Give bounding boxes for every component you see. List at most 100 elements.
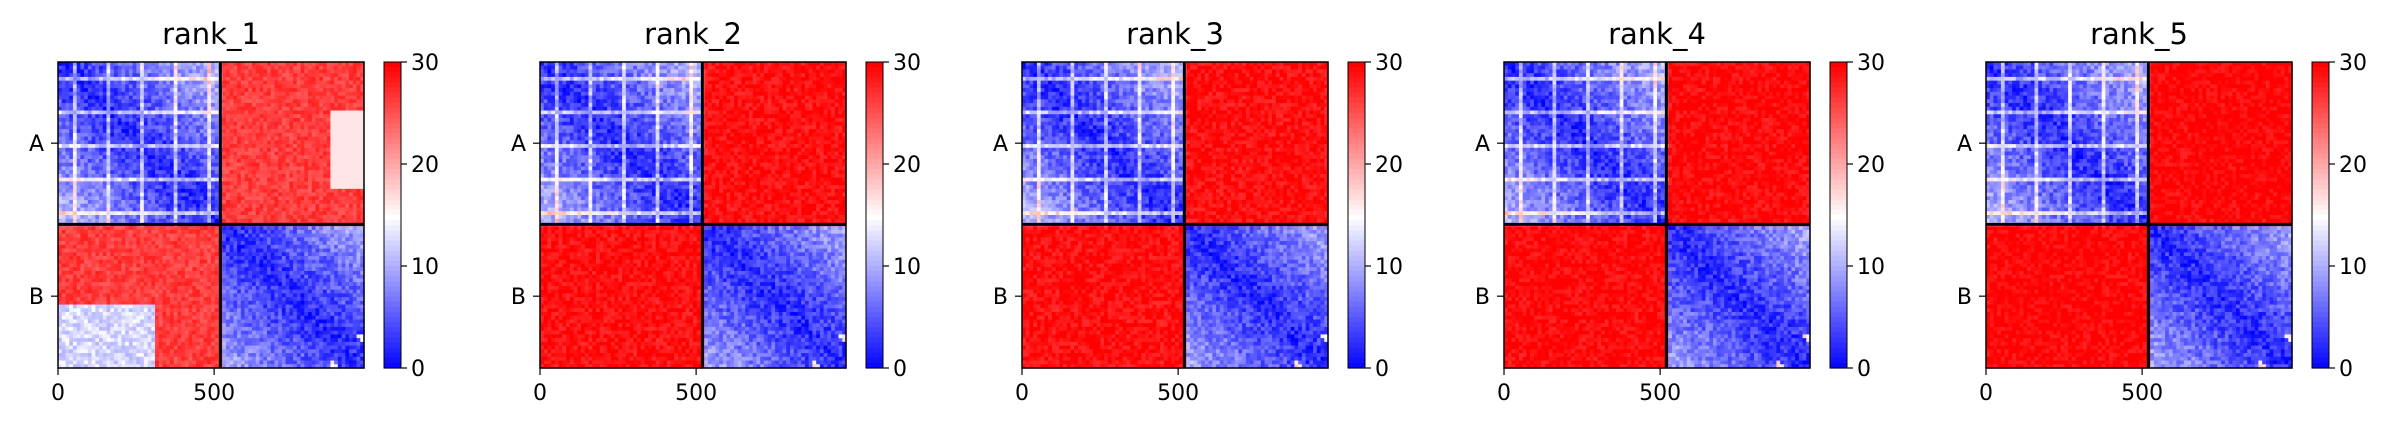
heatmap-cell [222,200,227,205]
heatmap-cell [110,155,115,160]
heatmap-cell [91,114,96,119]
heatmap-cell [345,136,350,141]
heatmap-cell [278,106,283,112]
heatmap-cell [184,110,190,115]
heatmap-cell [252,170,257,175]
heatmap-cell [65,166,70,171]
heatmap-cell [95,252,100,257]
heatmap-cell [166,65,171,71]
heatmap-cell [72,188,78,194]
heatmap-cell [188,65,193,71]
heatmap-cell [113,256,119,261]
heatmap-cell [166,267,171,272]
heatmap-cell [345,162,350,168]
heatmap-cell [289,114,294,119]
heatmap-cell [188,140,193,145]
heatmap-cell [304,237,309,242]
heatmap-cell [222,285,227,291]
heatmap-cell [162,278,167,283]
heatmap-cell [177,114,182,119]
heatmap-cell [285,129,290,134]
heatmap-cell [91,203,96,209]
heatmap-cell [352,84,358,89]
heatmap-cell [72,95,78,100]
heatmap-cell [304,73,309,78]
heatmap-cell [102,170,108,175]
heatmap-cell [181,226,186,231]
heatmap-cell [315,132,320,138]
heatmap-cell [345,188,350,194]
heatmap-cell [308,84,313,89]
heatmap-cell [289,144,294,149]
heatmap-cell [69,188,74,194]
heatmap-cell [102,117,108,123]
heatmap-cell [289,166,294,171]
heatmap-cell [95,248,100,253]
heatmap-cell [91,196,96,201]
heatmap-cell [166,110,171,115]
heatmap-cell [69,267,74,272]
heatmap-cell [278,241,283,246]
heatmap-cell [285,147,290,153]
heatmap-cell [72,136,78,141]
heatmap-cell [315,270,320,276]
heatmap-cell [117,173,123,179]
heatmap-cell [117,218,123,224]
heatmap-cell [337,103,343,108]
heatmap-cell [289,185,294,190]
heatmap-cell [356,278,361,283]
heatmap-cell [132,95,137,100]
heatmap-cell [125,229,130,235]
heatmap-cell [308,252,313,257]
heatmap-cell [356,259,361,265]
heatmap-cell [289,129,294,134]
heatmap-cell [173,151,179,156]
heatmap-cell [341,62,346,67]
heatmap-cell [136,162,141,168]
heatmap-cell [334,188,339,194]
heatmap-cell [337,121,343,127]
heatmap-cell [349,117,354,123]
heatmap-cell [300,226,305,231]
heatmap-cell [61,173,67,179]
heatmap-cell [151,170,156,175]
heatmap-cell [199,170,205,175]
heatmap-cell [184,256,190,261]
heatmap-cell [166,248,171,253]
heatmap-cell [181,185,186,190]
heatmap-cell [244,76,249,82]
heatmap-cell [169,237,175,242]
heatmap-cell [110,285,115,291]
heatmap-cell [304,211,309,216]
heatmap-cell [326,203,332,209]
heatmap-cell [211,203,216,209]
heatmap-cell [349,259,354,265]
heatmap-cell [293,270,298,276]
heatmap-cell [143,229,149,235]
heatmap-cell [192,166,197,171]
heatmap-cell [248,117,253,123]
heatmap-cell [263,173,268,179]
heatmap-cell [87,147,93,153]
heatmap-cell [240,267,246,272]
heatmap-cell [349,237,354,242]
heatmap-cell [203,256,208,261]
heatmap-cell [151,62,156,67]
heatmap-cell [188,177,193,183]
heatmap-cell [91,132,96,138]
heatmap-cell [177,244,182,250]
heatmap-cell [184,270,190,276]
heatmap-cell [293,132,298,138]
heatmap-cell [300,252,305,257]
heatmap-cell [240,192,246,197]
heatmap-cell [203,80,208,85]
heatmap-cell [113,270,119,276]
heatmap-cell [237,200,242,205]
heatmap-cell [65,136,70,141]
heatmap-cell [166,62,171,67]
heatmap-cell [296,95,302,100]
heatmap-cell [192,80,197,85]
heatmap-cell [311,282,317,287]
heatmap-cell [274,117,279,123]
heatmap-cell [203,229,208,235]
